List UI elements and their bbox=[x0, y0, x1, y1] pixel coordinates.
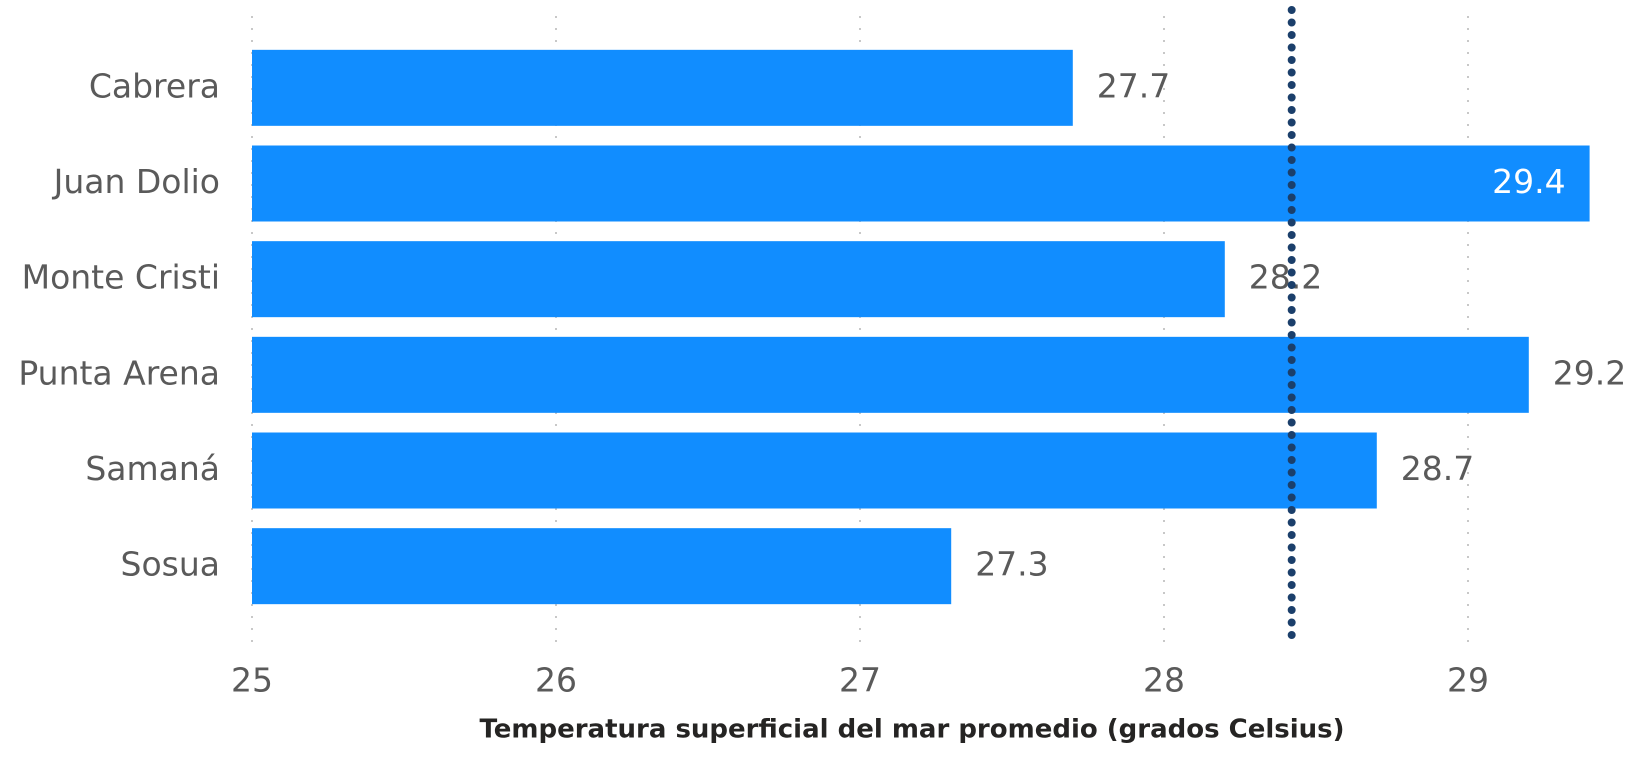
value-label: 28.2 bbox=[1249, 258, 1322, 297]
x-axis-title: Temperatura superficial del mar promedio… bbox=[479, 715, 1344, 745]
y-tick-label: Cabrera bbox=[89, 66, 220, 105]
bar bbox=[252, 432, 1377, 509]
value-label: 27.7 bbox=[1097, 66, 1170, 105]
y-tick-label: Sosua bbox=[121, 545, 220, 584]
value-label: 29.2 bbox=[1553, 353, 1626, 392]
bar bbox=[252, 49, 1073, 126]
x-tick-label: 29 bbox=[1447, 661, 1489, 700]
bar bbox=[252, 145, 1590, 222]
bar bbox=[252, 241, 1225, 318]
x-tick-label: 28 bbox=[1143, 661, 1185, 700]
value-label: 28.7 bbox=[1401, 449, 1474, 488]
x-tick-label: 27 bbox=[839, 661, 881, 700]
y-tick-label: Punta Arena bbox=[18, 353, 220, 392]
bar bbox=[252, 528, 952, 605]
x-tick-label: 26 bbox=[535, 661, 577, 700]
y-tick-label: Samaná bbox=[85, 449, 220, 488]
value-label: 27.3 bbox=[975, 545, 1048, 584]
y-tick-label: Juan Dolio bbox=[52, 162, 220, 201]
value-label: 29.4 bbox=[1492, 162, 1565, 201]
x-tick-label: 25 bbox=[231, 661, 273, 700]
bar bbox=[252, 336, 1529, 413]
y-tick-label: Monte Cristi bbox=[22, 258, 220, 297]
